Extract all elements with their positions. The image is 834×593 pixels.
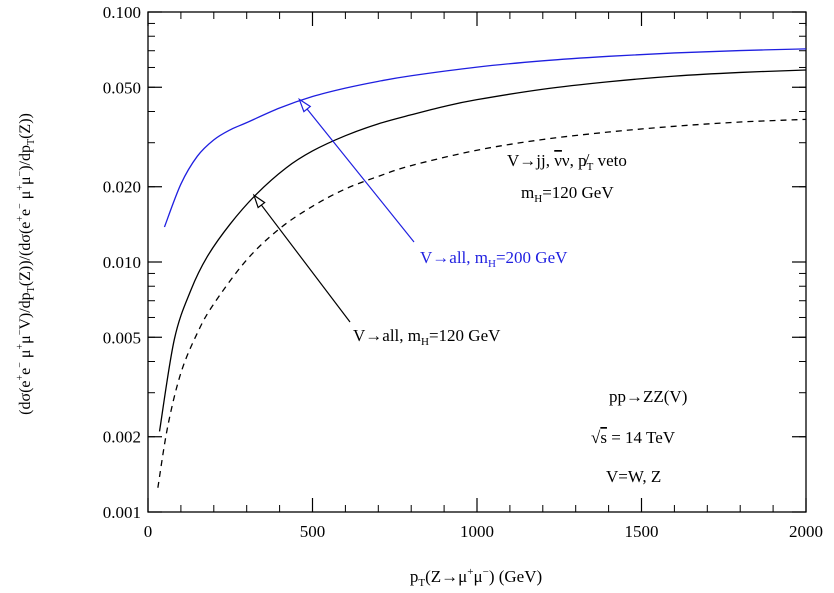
- arrow-mh200-head: [298, 97, 312, 113]
- y-axis-label: (dσ(e+e− μ+μ−V)/dpT(Z))/(dσ(e+e− μ+μ−)/d…: [15, 113, 37, 415]
- y-tick-label: 0.002: [103, 428, 141, 447]
- x-tick-label: 1000: [460, 522, 494, 541]
- x-tick-label: 1500: [625, 522, 659, 541]
- x-axis: 0 500 1000 1500 2000: [144, 12, 823, 541]
- x-tick-label: 2000: [789, 522, 823, 541]
- series-line-veto: [157, 118, 807, 488]
- arrow-mh200-line: [298, 99, 415, 243]
- arrow-mh120-line: [253, 194, 351, 323]
- y-axis: 0.001 0.002 0.005 0.010 0.020 0.050 0.100: [103, 3, 806, 522]
- y-tick-label: 0.001: [103, 503, 141, 522]
- x-axis-label: pT(Z→μ+μ−) (GeV): [410, 566, 542, 589]
- x-tick-label: 0: [144, 522, 153, 541]
- series-layer: [157, 48, 807, 488]
- arrow-mh120-head: [252, 193, 266, 209]
- arrows-layer: [252, 97, 415, 323]
- process-label: pp→ZZ(V): [609, 387, 687, 406]
- series-line-mh120: [158, 69, 807, 432]
- veto-label: V→jj, νν, p̸T veto: [507, 151, 627, 173]
- blue-curve-label: V→all, mH=200 GeV: [420, 248, 568, 270]
- y-tick-label: 0.005: [103, 328, 141, 347]
- mh120-top-label: mH=120 GeV: [521, 183, 614, 205]
- sqrt-s-label: √s = 14 TeV: [591, 428, 676, 447]
- y-tick-label: 0.010: [103, 253, 141, 272]
- y-tick-label: 0.100: [103, 3, 141, 22]
- vwz-label: V=W, Z: [606, 467, 661, 486]
- y-tick-label: 0.020: [103, 178, 141, 197]
- series-line-mh200: [163, 48, 807, 228]
- y-tick-label: 0.050: [103, 78, 141, 97]
- black-curve-label: V→all, mH=120 GeV: [353, 326, 501, 348]
- x-tick-label: 500: [300, 522, 326, 541]
